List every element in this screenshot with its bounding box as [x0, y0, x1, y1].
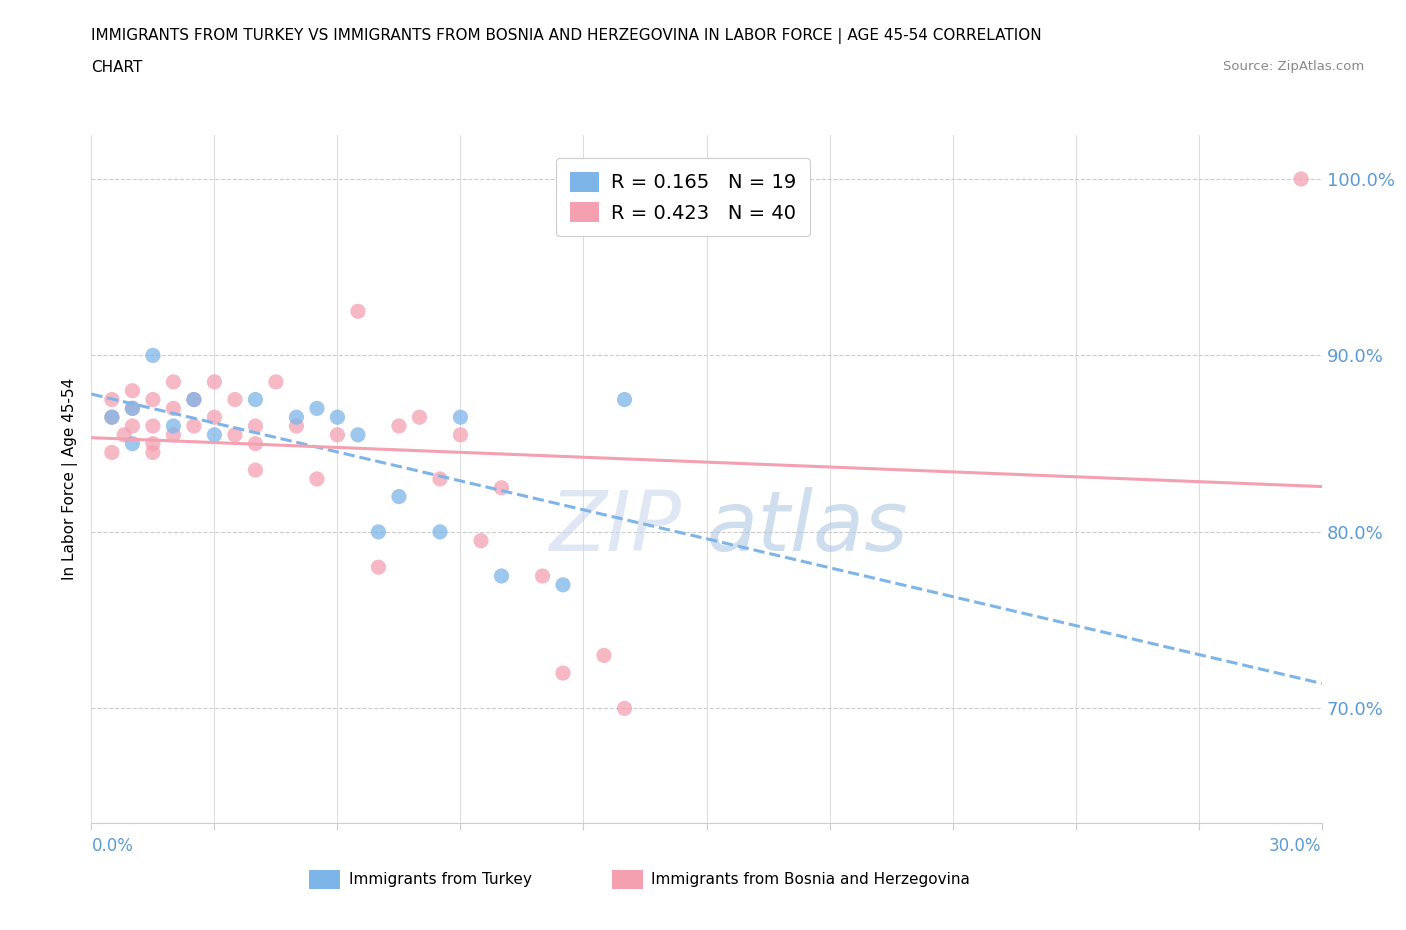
- Point: [388, 489, 411, 504]
- Point: [245, 436, 267, 451]
- Point: [121, 436, 143, 451]
- Text: IMMIGRANTS FROM TURKEY VS IMMIGRANTS FROM BOSNIA AND HERZEGOVINA IN LABOR FORCE : IMMIGRANTS FROM TURKEY VS IMMIGRANTS FRO…: [91, 28, 1042, 44]
- Point: [101, 410, 124, 425]
- Point: [101, 445, 124, 460]
- Text: 30.0%: 30.0%: [1270, 837, 1322, 855]
- Text: Immigrants from Turkey: Immigrants from Turkey: [349, 872, 531, 887]
- Point: [285, 418, 308, 433]
- Point: [112, 428, 135, 443]
- Point: [551, 578, 574, 592]
- Point: [162, 428, 184, 443]
- Point: [305, 472, 328, 486]
- Point: [101, 410, 124, 425]
- Point: [613, 701, 636, 716]
- Text: 0.0%: 0.0%: [91, 837, 134, 855]
- Text: Source: ZipAtlas.com: Source: ZipAtlas.com: [1223, 60, 1364, 73]
- Point: [347, 428, 370, 443]
- Point: [162, 401, 184, 416]
- Text: atlas: atlas: [706, 486, 908, 567]
- Point: [142, 445, 165, 460]
- Point: [449, 410, 471, 425]
- Point: [491, 480, 513, 495]
- Point: [183, 418, 205, 433]
- Point: [142, 436, 165, 451]
- Point: [245, 463, 267, 478]
- Point: [305, 401, 328, 416]
- Point: [224, 392, 246, 407]
- Point: [449, 428, 471, 443]
- Point: [202, 410, 225, 425]
- Point: [613, 392, 636, 407]
- Text: CHART: CHART: [91, 60, 143, 75]
- Point: [367, 525, 389, 539]
- Point: [202, 428, 225, 443]
- Point: [531, 568, 554, 583]
- Legend: R = 0.165   N = 19, R = 0.423   N = 40: R = 0.165 N = 19, R = 0.423 N = 40: [557, 158, 810, 236]
- Point: [326, 428, 349, 443]
- Point: [183, 392, 205, 407]
- Point: [551, 666, 574, 681]
- Point: [1289, 171, 1312, 186]
- Point: [593, 648, 616, 663]
- Point: [142, 392, 165, 407]
- Point: [470, 533, 492, 548]
- Point: [202, 375, 225, 390]
- Point: [121, 401, 143, 416]
- Point: [121, 383, 143, 398]
- Point: [142, 348, 165, 363]
- Point: [162, 375, 184, 390]
- Point: [264, 375, 287, 390]
- Point: [121, 418, 143, 433]
- Point: [162, 418, 184, 433]
- Point: [347, 304, 370, 319]
- Point: [367, 560, 389, 575]
- Text: Immigrants from Bosnia and Herzegovina: Immigrants from Bosnia and Herzegovina: [651, 872, 970, 887]
- Point: [183, 392, 205, 407]
- Point: [224, 428, 246, 443]
- Point: [285, 410, 308, 425]
- Point: [142, 418, 165, 433]
- Point: [429, 525, 451, 539]
- Text: ZIP: ZIP: [550, 486, 682, 567]
- Y-axis label: In Labor Force | Age 45-54: In Labor Force | Age 45-54: [62, 378, 77, 580]
- Point: [429, 472, 451, 486]
- Point: [245, 418, 267, 433]
- Point: [388, 418, 411, 433]
- Point: [101, 392, 124, 407]
- Point: [408, 410, 430, 425]
- Point: [491, 568, 513, 583]
- Point: [245, 392, 267, 407]
- Point: [121, 401, 143, 416]
- Point: [326, 410, 349, 425]
